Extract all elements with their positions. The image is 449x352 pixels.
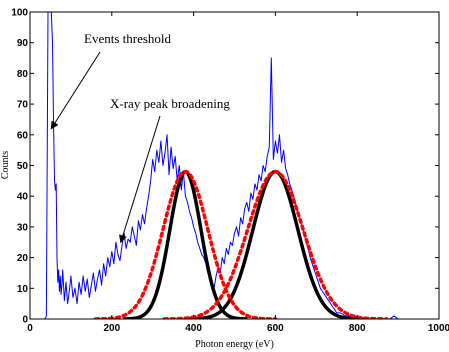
series-broadened-peak-line-3 bbox=[93, 169, 278, 319]
annotation-arrow-1 bbox=[119, 115, 161, 244]
annotation-label-0: Events threshold bbox=[84, 31, 172, 46]
y-tick-label-60: 60 bbox=[17, 130, 29, 141]
y-tick-label-30: 30 bbox=[17, 222, 29, 233]
x-tick-label-1000: 1000 bbox=[428, 323, 449, 334]
y-tick-label-40: 40 bbox=[17, 192, 29, 203]
y-tick-label-100: 100 bbox=[11, 8, 28, 19]
data-layer bbox=[42, 12, 439, 319]
x-axis-label: Photon energy (eV) bbox=[195, 339, 274, 350]
series-broadened-peak-line-4 bbox=[162, 169, 389, 319]
x-tick-label-800: 800 bbox=[349, 323, 366, 334]
annotations: Events threshold X-ray peak broadening bbox=[50, 31, 230, 244]
y-tick-label-90: 90 bbox=[17, 38, 29, 49]
x-tick-label-600: 600 bbox=[267, 323, 284, 334]
y-axis-label: Counts bbox=[0, 151, 11, 179]
y-tick-label-10: 10 bbox=[17, 284, 29, 295]
y-tick-label-50: 50 bbox=[17, 161, 29, 172]
y-tick-label-70: 70 bbox=[17, 100, 29, 111]
x-tick-label-400: 400 bbox=[185, 323, 202, 334]
annotation-label-1: X-ray peak broadening bbox=[110, 96, 230, 111]
y-tick-label-80: 80 bbox=[17, 69, 29, 80]
x-tick-label-200: 200 bbox=[103, 323, 120, 334]
axis-ticks: 0 200 400 600 800 1000 0 10 20 30 40 50 60 70 80 90 100 bbox=[11, 8, 449, 335]
y-tick-label-0: 0 bbox=[22, 315, 28, 326]
y-tick-label-20: 20 bbox=[17, 253, 29, 264]
x-tick-label-0: 0 bbox=[27, 323, 33, 334]
annotation-arrow-0 bbox=[50, 51, 101, 130]
